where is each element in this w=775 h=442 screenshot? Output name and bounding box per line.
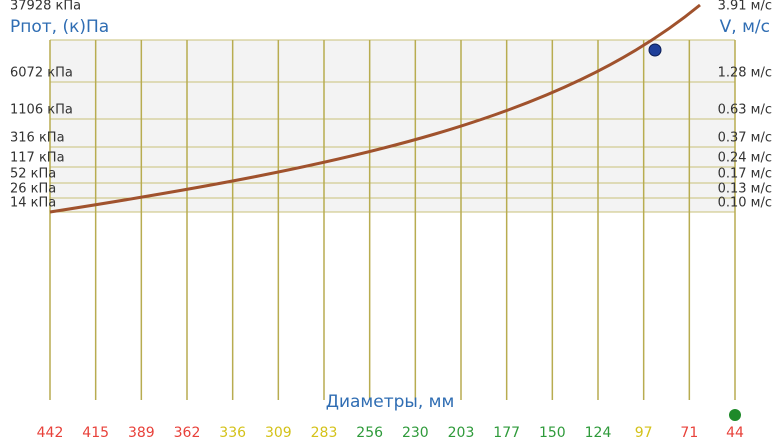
- pressure-label: 316 кПа: [10, 131, 65, 146]
- selected-diameter-marker: [729, 409, 741, 421]
- diameter-label: 177: [493, 425, 520, 441]
- velocity-label: 3.91 м/с: [718, 0, 772, 14]
- velocity-label: 0.37 м/с: [718, 131, 772, 146]
- plot-band: [50, 40, 735, 212]
- diameter-label: 71: [680, 425, 698, 441]
- velocity-label: 1.28 м/с: [718, 66, 772, 81]
- diameter-label: 283: [311, 425, 338, 441]
- velocity-label: 0.24 м/с: [718, 151, 772, 166]
- pressure-label: 37928 кПа: [10, 0, 81, 14]
- diameter-label: 256: [356, 425, 383, 441]
- velocity-label: 0.10 м/с: [718, 196, 772, 211]
- velocity-label: 0.63 м/с: [718, 103, 772, 118]
- x-axis-title: Диаметры, мм: [326, 392, 455, 412]
- diameter-label: 230: [402, 425, 429, 441]
- pressure-label: 52 кПа: [10, 167, 56, 182]
- diameter-label: 309: [265, 425, 292, 441]
- velocity-label: 0.13 м/с: [718, 182, 772, 197]
- pressure-label: 1106 кПа: [10, 103, 73, 118]
- pressure-label: 117 кПа: [10, 151, 65, 166]
- diameter-label: 97: [635, 425, 653, 441]
- current-point: [648, 43, 662, 57]
- diameter-label: 44: [726, 425, 744, 441]
- left-axis-title: Рпот, (к)Па: [10, 17, 109, 37]
- pressure-label: 14 кПа: [10, 196, 56, 211]
- curve: [49, 3, 701, 214]
- diameter-label: 336: [219, 425, 246, 441]
- velocity-label: 0.17 м/с: [718, 167, 772, 182]
- diameter-label: 362: [174, 425, 201, 441]
- pressure-label: 6072 кПа: [10, 66, 73, 81]
- diameter-label: 389: [128, 425, 155, 441]
- labels: 37928 кПа 3.91 м/с 6072 кПа 1.28 м/с 1106 кП…: [10, 0, 772, 441]
- diameter-label: 203: [448, 425, 475, 441]
- diameter-label: 150: [539, 425, 566, 441]
- diameter-label: 442: [37, 425, 64, 441]
- diameter-label: 124: [585, 425, 612, 441]
- pressure-label: 26 кПа: [10, 182, 56, 197]
- right-axis-title: V, м/с: [720, 17, 770, 37]
- grid: [49, 39, 736, 400]
- diameter-label: 415: [82, 425, 109, 441]
